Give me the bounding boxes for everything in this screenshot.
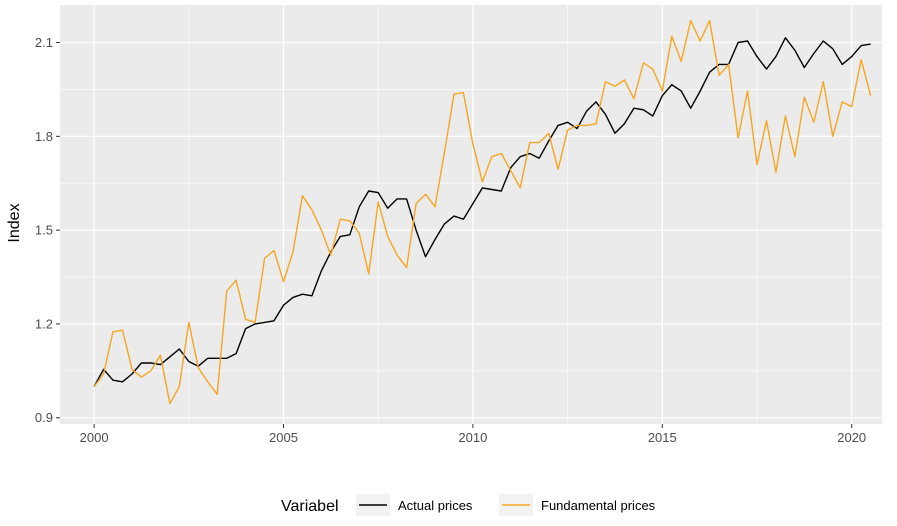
x-tick-label: 2020 <box>837 430 866 445</box>
legend: Variabel Actual prices Fundamental prices <box>281 494 656 516</box>
series-line-1 <box>93 19 872 405</box>
x-axis: 2000 2005 2010 2015 2020 <box>80 424 866 445</box>
x-tick-label: 2015 <box>648 430 677 445</box>
legend-title: Variabel <box>281 498 339 515</box>
series-lines <box>93 19 872 405</box>
y-tick-label: 1.5 <box>35 223 53 238</box>
legend-label-0: Actual prices <box>398 498 473 513</box>
y-tick-label: 2.1 <box>35 35 53 50</box>
y-tick-label: 1.2 <box>35 316 53 331</box>
y-tick-label: 0.9 <box>35 410 53 425</box>
y-axis-title: Index <box>6 203 23 242</box>
grid-minor <box>60 5 882 424</box>
y-axis: 0.9 1.2 1.5 1.8 2.1 <box>35 35 60 425</box>
grid-major <box>60 5 882 424</box>
y-tick-label: 1.8 <box>35 129 53 144</box>
plot-panel <box>60 5 882 424</box>
x-tick-label: 2010 <box>458 430 487 445</box>
x-tick-label: 2005 <box>269 430 298 445</box>
legend-label-1: Fundamental prices <box>541 498 656 513</box>
series-line-0 <box>93 37 871 387</box>
x-tick-label: 2000 <box>80 430 109 445</box>
